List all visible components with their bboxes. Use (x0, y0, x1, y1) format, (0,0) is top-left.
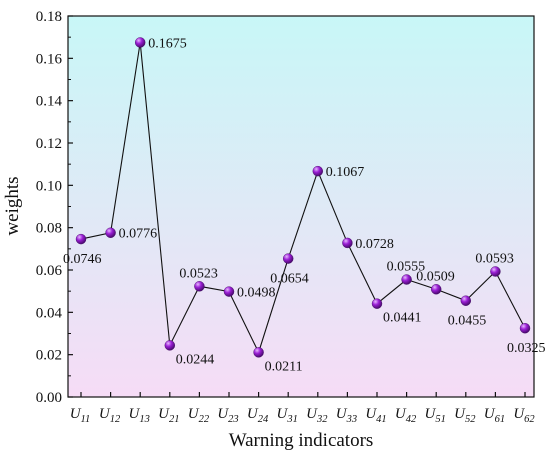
x-tick-label: U41 (365, 406, 386, 425)
x-tick-label: U32 (306, 406, 328, 425)
data-label: 0.0509 (416, 269, 455, 284)
data-label: 0.0325 (507, 341, 546, 356)
y-tick-label: 0.00 (36, 390, 62, 406)
data-label: 0.0498 (237, 286, 276, 301)
data-point-marker (401, 274, 412, 285)
x-tick-label: U61 (484, 406, 505, 425)
x-tick-label: U42 (395, 406, 417, 425)
y-tick-label: 0.16 (36, 51, 63, 67)
data-point-marker (194, 281, 205, 292)
data-point-marker (312, 165, 323, 177)
plot-area (68, 16, 534, 397)
data-point-marker (519, 323, 531, 334)
data-label: 0.0455 (448, 314, 487, 329)
data-label: 0.1067 (326, 165, 365, 180)
data-point-marker (253, 347, 264, 358)
y-tick-label: 0.04 (36, 305, 63, 321)
x-tick-label: U52 (454, 406, 476, 425)
y-tick-label: 0.08 (36, 221, 62, 237)
data-point-marker (342, 237, 353, 249)
data-point-marker (431, 284, 442, 295)
data-point-marker (490, 266, 501, 277)
series-line (80, 42, 526, 354)
weights-series: 0.0746 0.0776 0.1675 0.0244 0.0523 0.0498 0.02… (63, 36, 546, 374)
x-tick-label: U13 (129, 406, 150, 425)
x-tick-label: U12 (99, 406, 121, 425)
x-tick-label: U33 (336, 406, 357, 425)
x-tick-label: U31 (277, 406, 298, 425)
data-point-marker (134, 37, 146, 48)
data-label: 0.0555 (387, 260, 426, 275)
x-tick-label: U23 (217, 406, 238, 425)
x-tick-label: U11 (70, 406, 91, 425)
x-tick-label: U22 (188, 406, 210, 425)
data-point-marker (460, 295, 471, 306)
x-tick-label: U24 (247, 406, 269, 425)
data-label: 0.1675 (148, 36, 187, 51)
x-tick-label: U62 (513, 406, 535, 425)
x-tick-label: U51 (425, 406, 446, 425)
data-label: 0.0654 (270, 272, 309, 287)
data-label: 0.0728 (355, 237, 394, 252)
data-label: 0.0441 (383, 311, 422, 326)
x-tick-label: U21 (158, 406, 179, 425)
data-label: 0.0523 (179, 266, 218, 281)
y-tick-label: 0.14 (36, 94, 63, 110)
data-point-marker (164, 340, 176, 351)
data-label: 0.0776 (119, 227, 158, 242)
data-label: 0.0211 (265, 359, 303, 374)
y-tick-label: 0.02 (36, 348, 62, 364)
y-tick-label: 0.18 (36, 9, 62, 25)
y-tick-label: 0.06 (36, 263, 63, 279)
y-tick-label: 0.12 (36, 136, 62, 152)
data-point-marker (223, 286, 235, 297)
data-point-marker (283, 253, 294, 264)
y-tick-label: 0.10 (36, 178, 62, 194)
data-label: 0.0746 (63, 252, 102, 267)
data-point-marker (105, 227, 116, 238)
data-point-marker (75, 233, 87, 245)
y-axis-ticks: 0.00 0.02 0.04 0.06 0.08 0.10 0.12 0.14 0.16 0.18 (36, 9, 73, 406)
x-axis-title: Warning indicators (229, 430, 374, 451)
x-axis-ticks: U11 U12 U13 U21 U22 U23 U24 U31 U32 U33 U41 U42 U51 U… (70, 392, 535, 425)
y-axis-title: weights (2, 176, 23, 235)
data-point-marker (371, 298, 383, 309)
data-label: 0.0593 (475, 251, 514, 266)
data-label: 0.0244 (176, 352, 215, 367)
